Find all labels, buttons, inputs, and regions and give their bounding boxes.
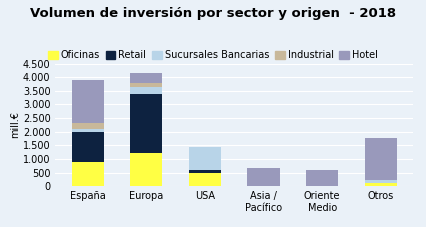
Bar [365,138,397,180]
Bar [189,173,221,186]
Bar [72,162,104,186]
Bar [365,183,397,186]
Bar [248,168,280,186]
Bar [189,170,221,173]
Legend: Oficinas, Retail, Sucursales Bancarias, Industrial, Hotel: Oficinas, Retail, Sucursales Bancarias, … [48,50,378,60]
Bar [72,132,104,162]
Y-axis label: mill.€: mill.€ [10,111,20,138]
Bar [72,123,104,129]
Bar [130,83,162,87]
Text: Volumen de inversión por sector y origen  - 2018: Volumen de inversión por sector y origen… [30,7,396,20]
Bar [72,80,104,123]
Bar [130,87,162,94]
Bar [72,129,104,132]
Bar [130,94,162,153]
Bar [189,147,221,170]
Bar [306,170,338,186]
Bar [365,180,397,183]
Bar [130,73,162,83]
Bar [130,153,162,186]
